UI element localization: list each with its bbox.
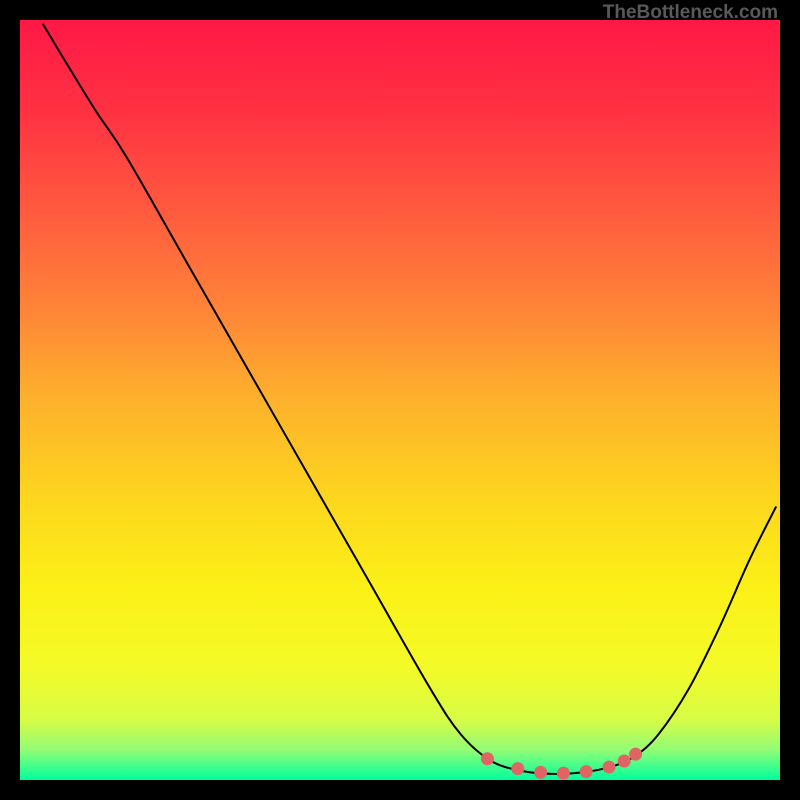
marker-dot: [534, 766, 547, 779]
watermark-text: TheBottleneck.com: [603, 2, 778, 24]
marker-dot: [618, 755, 631, 768]
chart-frame: TheBottleneck.com: [0, 0, 800, 800]
plot-area: [20, 20, 780, 780]
bottleneck-curve: [43, 24, 776, 774]
marker-dot: [603, 761, 616, 774]
curve-overlay: [20, 20, 780, 780]
marker-dot: [629, 748, 642, 761]
marker-dot: [580, 765, 593, 778]
marker-dot: [481, 752, 494, 765]
marker-dot: [511, 762, 524, 775]
marker-dot: [557, 767, 570, 780]
